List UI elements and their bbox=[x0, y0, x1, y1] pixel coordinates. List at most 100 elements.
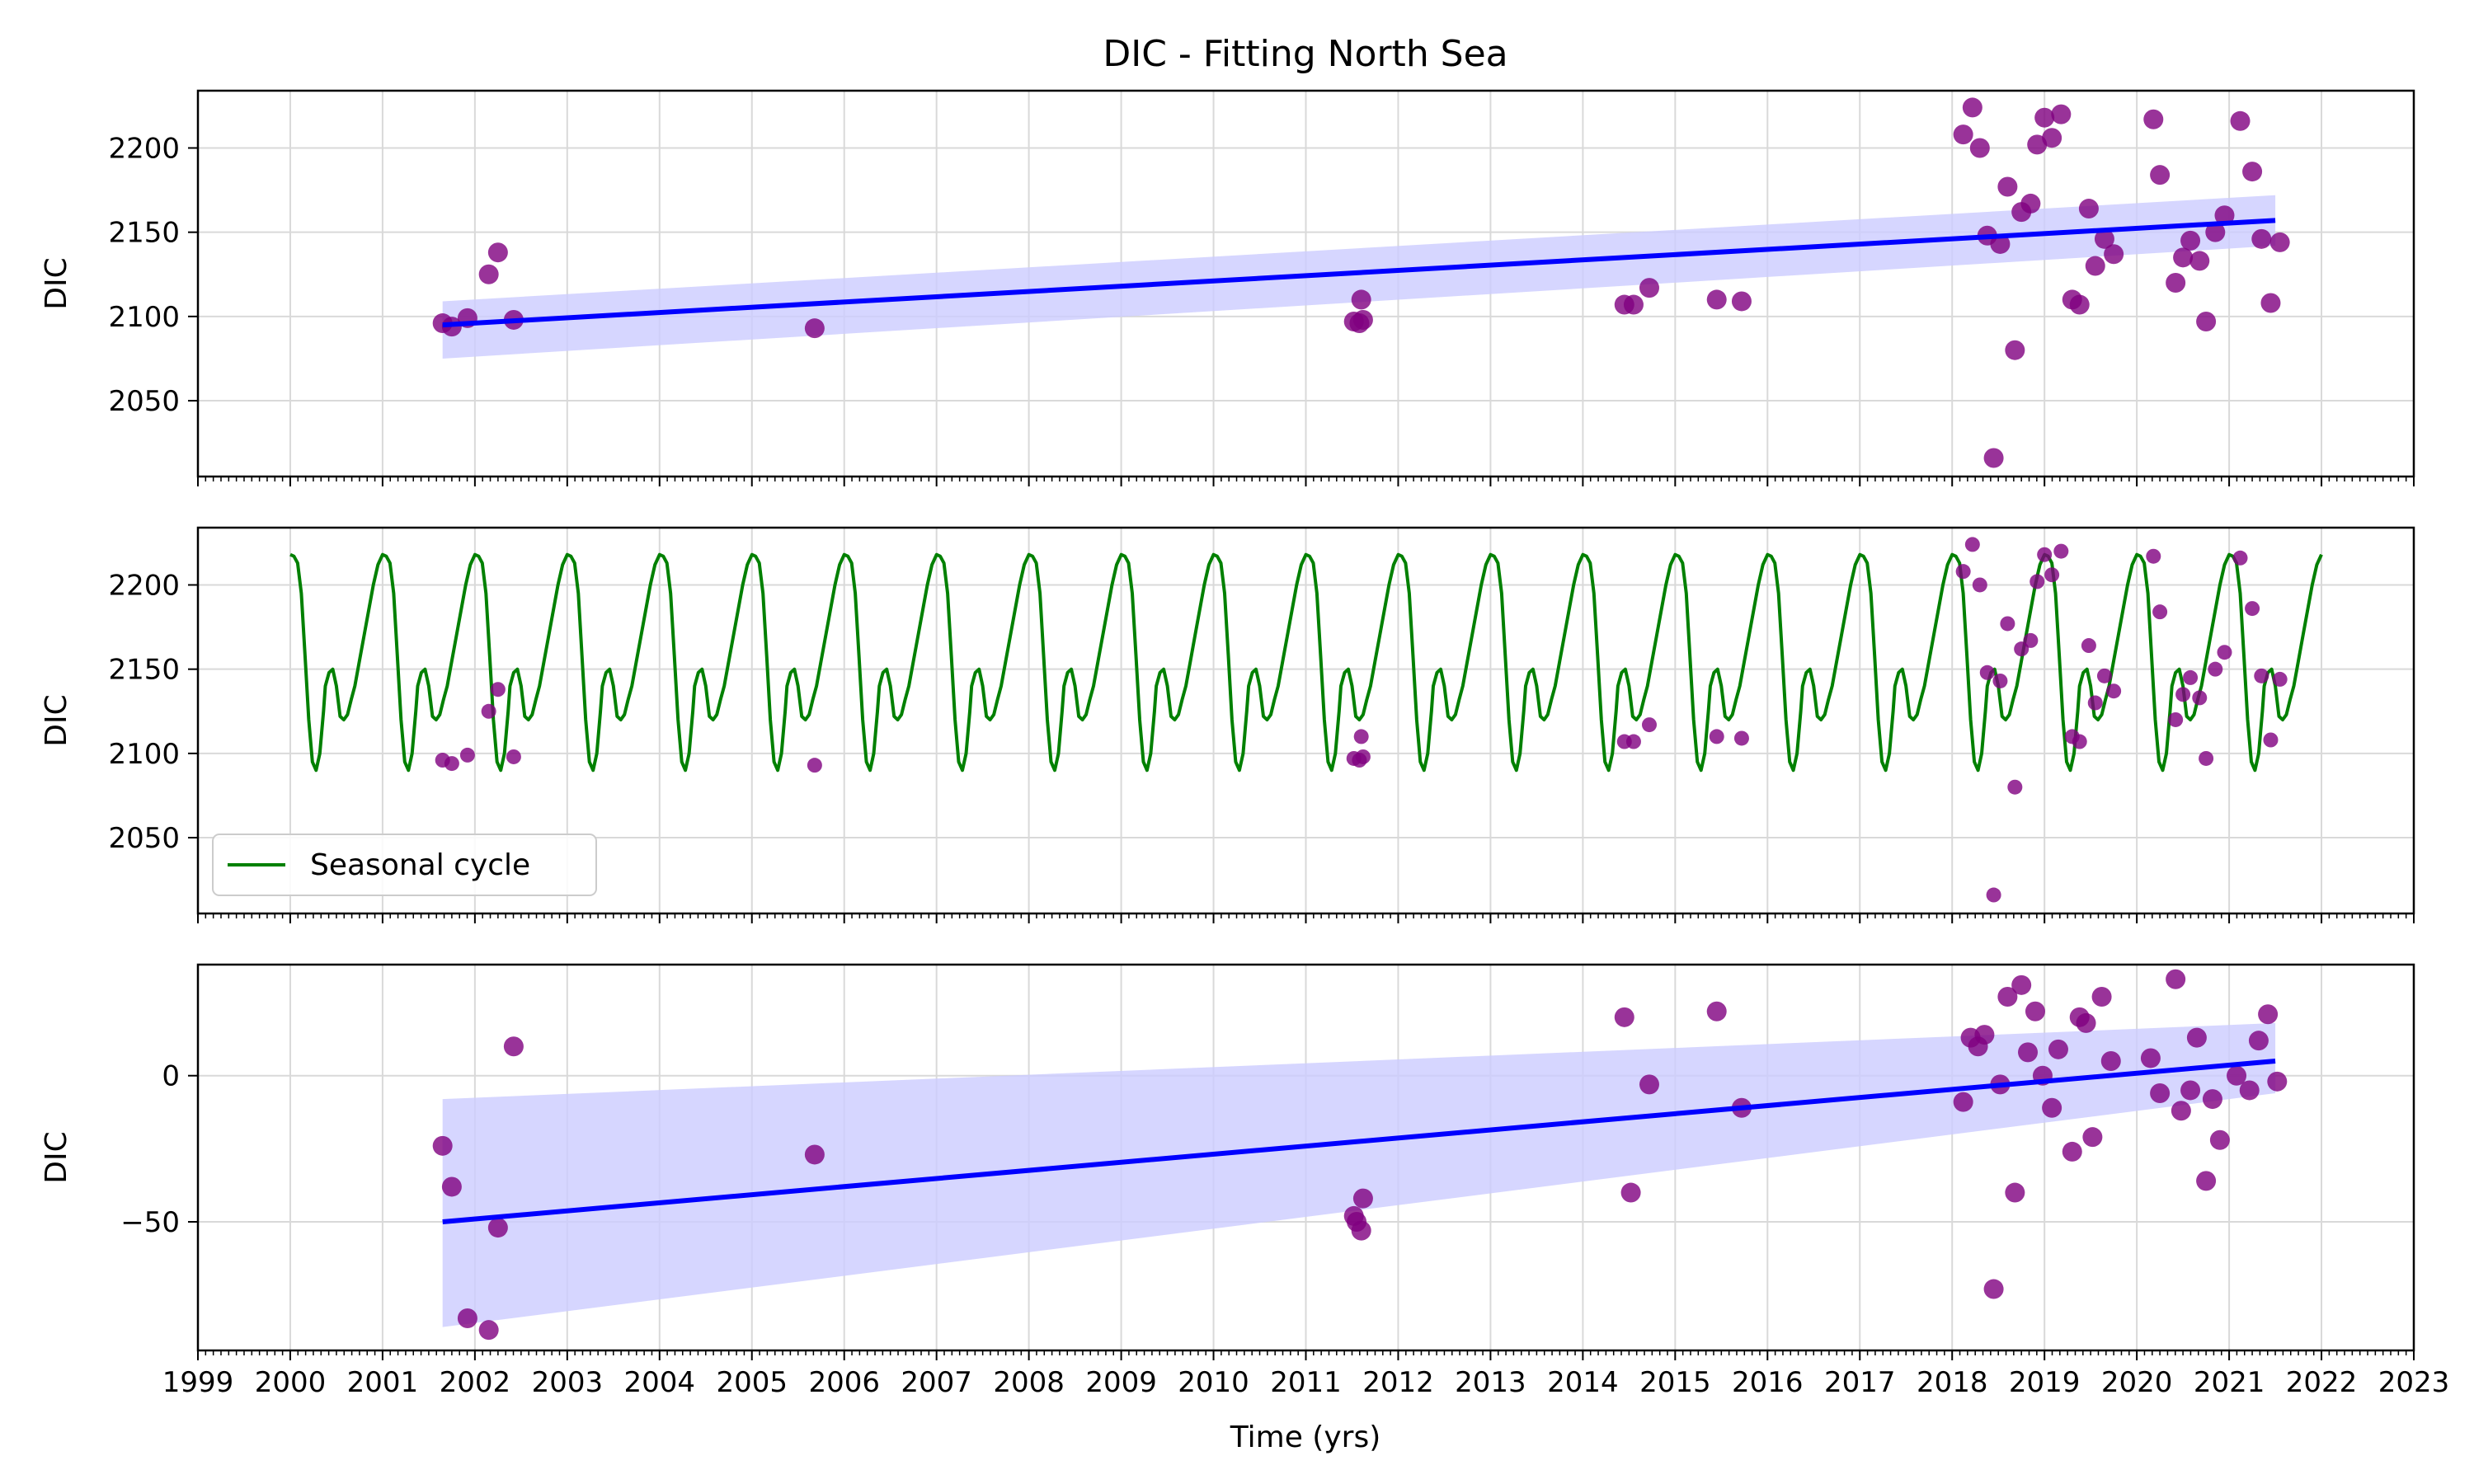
data-point bbox=[1623, 294, 1644, 315]
data-point bbox=[2030, 574, 2045, 589]
y-axis-label: DIC bbox=[40, 1131, 73, 1183]
x-tick-label: 2009 bbox=[1085, 1366, 1157, 1399]
data-point bbox=[506, 749, 521, 764]
data-point bbox=[2245, 601, 2260, 617]
data-point bbox=[2034, 107, 2055, 128]
data-point bbox=[2007, 779, 2023, 795]
data-point bbox=[1706, 1001, 1727, 1021]
data-point bbox=[2062, 1141, 2082, 1162]
data-point bbox=[2025, 1001, 2045, 1021]
data-point bbox=[1962, 97, 1982, 118]
x-tick-label: 2017 bbox=[1824, 1366, 1896, 1399]
x-tick-label: 2010 bbox=[1178, 1366, 1249, 1399]
data-point bbox=[1351, 289, 1371, 310]
x-tick-label: 2018 bbox=[1917, 1366, 1988, 1399]
data-point bbox=[2076, 1012, 2096, 1033]
data-point bbox=[1964, 537, 1980, 552]
data-point bbox=[2094, 228, 2114, 249]
x-tick-label: 2000 bbox=[255, 1366, 327, 1399]
data-point bbox=[1953, 124, 1973, 145]
data-point bbox=[441, 1176, 462, 1197]
y-tick-label: 2050 bbox=[108, 385, 180, 418]
data-point bbox=[2000, 616, 2015, 632]
data-point bbox=[2251, 228, 2272, 249]
data-point bbox=[2037, 547, 2053, 562]
x-tick-label: 2021 bbox=[2194, 1366, 2265, 1399]
x-tick-label: 2013 bbox=[1455, 1366, 1526, 1399]
x-tick-label: 2015 bbox=[1639, 1366, 1711, 1399]
data-point bbox=[2227, 1065, 2247, 1086]
data-point bbox=[2104, 244, 2124, 265]
data-point bbox=[2042, 128, 2062, 148]
legend-label-seasonal-cycle: Seasonal cycle bbox=[310, 848, 530, 882]
data-point bbox=[2202, 1089, 2222, 1110]
data-point bbox=[478, 264, 499, 284]
data-point bbox=[1614, 1007, 1634, 1027]
data-point bbox=[2027, 134, 2048, 155]
data-point bbox=[1353, 729, 1369, 744]
figure-title: DIC - Fitting North Sea bbox=[1103, 33, 1507, 75]
data-point bbox=[1641, 717, 1657, 733]
data-point bbox=[2199, 750, 2214, 766]
data-point bbox=[2146, 548, 2161, 564]
data-point bbox=[481, 703, 496, 719]
data-point bbox=[1352, 309, 1373, 330]
y-tick-label: 2100 bbox=[108, 738, 180, 771]
data-point bbox=[457, 1308, 477, 1328]
data-point bbox=[2269, 232, 2290, 252]
data-point bbox=[2150, 165, 2171, 186]
data-point bbox=[1997, 176, 2018, 197]
seasonal-cycle-line bbox=[289, 552, 2323, 773]
data-point bbox=[1639, 278, 1659, 298]
data-point bbox=[1709, 729, 1724, 744]
data-point bbox=[2180, 230, 2201, 251]
residual-trend-panel: 1999 2000 2001 2002 2003 2004 2005 2006 2007 2008… bbox=[40, 963, 2450, 1399]
data-point bbox=[2239, 1080, 2260, 1101]
data-point bbox=[2205, 222, 2226, 242]
data-point bbox=[2260, 293, 2281, 313]
data-point bbox=[490, 682, 506, 697]
data-point bbox=[2087, 695, 2103, 711]
data-point bbox=[1625, 734, 1641, 749]
data-point bbox=[2106, 683, 2122, 699]
data-point bbox=[2081, 638, 2096, 654]
data-point bbox=[1990, 233, 2011, 254]
y-tick-label: 2150 bbox=[108, 217, 180, 250]
data-point bbox=[2217, 645, 2232, 660]
x-tick-label: 2011 bbox=[1270, 1366, 1342, 1399]
x-tick-label: 2019 bbox=[2009, 1366, 2081, 1399]
data-point bbox=[459, 747, 475, 763]
data-point bbox=[2192, 690, 2208, 706]
data-point bbox=[2272, 671, 2288, 687]
data-point bbox=[2183, 669, 2199, 685]
x-tick-label: 2007 bbox=[901, 1366, 972, 1399]
data-point bbox=[1731, 291, 1752, 312]
y-axis-label: DIC bbox=[40, 257, 73, 309]
data-point bbox=[1955, 564, 1971, 580]
data-point bbox=[2196, 311, 2217, 331]
data-point bbox=[1639, 1074, 1659, 1095]
data-point bbox=[2152, 604, 2168, 620]
data-point bbox=[1986, 887, 2001, 903]
data-point bbox=[2053, 543, 2069, 559]
data-point bbox=[804, 1144, 825, 1165]
data-point bbox=[1953, 1092, 1973, 1112]
data-point bbox=[478, 1320, 499, 1341]
data-point bbox=[1620, 1182, 1641, 1203]
data-point bbox=[2096, 668, 2112, 683]
data-point bbox=[1355, 749, 1371, 764]
x-axis-label: Time (yrs) bbox=[1230, 1421, 1381, 1454]
data-point bbox=[2100, 1051, 2121, 1071]
x-tick-label: 2022 bbox=[2286, 1366, 2358, 1399]
x-tick-label: 2023 bbox=[2378, 1366, 2450, 1399]
data-point bbox=[2082, 1127, 2103, 1148]
y-tick-label: 2050 bbox=[108, 822, 180, 855]
x-tick-label: 2002 bbox=[440, 1366, 511, 1399]
data-point bbox=[2085, 256, 2105, 276]
data-point bbox=[2091, 987, 2112, 1007]
x-tick-label: 2020 bbox=[2101, 1366, 2173, 1399]
data-point bbox=[1351, 1220, 1371, 1241]
y-tick-label: 2100 bbox=[108, 301, 180, 334]
data-point bbox=[2254, 668, 2269, 683]
data-point bbox=[1983, 448, 2004, 468]
